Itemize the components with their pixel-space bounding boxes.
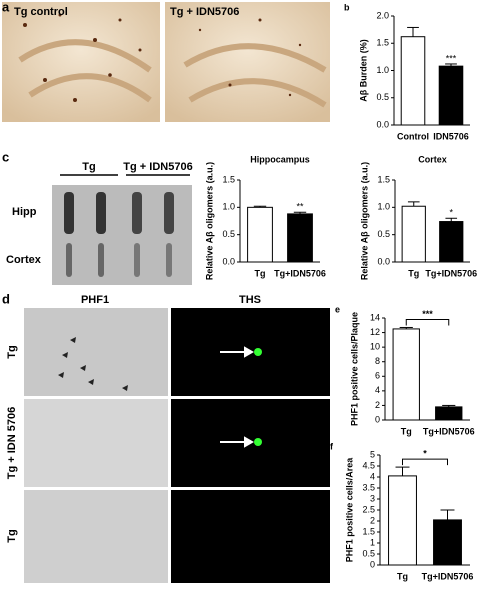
ths-signal — [254, 438, 262, 446]
row-label: Tg — [6, 345, 18, 358]
significance-label: ** — [296, 202, 304, 212]
y-tick-label: 14 — [370, 312, 380, 322]
tissue-layer — [183, 43, 327, 108]
panel-letter: c — [2, 149, 9, 164]
row-label: Tg — [6, 529, 18, 542]
y-tick-label: 5 — [370, 449, 375, 459]
y-axis-label: Relative Aβ oligomers (a.u.) — [359, 162, 369, 280]
significance-bracket — [402, 458, 448, 466]
plaque-dots — [23, 13, 302, 102]
column-label: PHF1 — [81, 294, 109, 306]
y-tick-label: 2.5 — [362, 504, 375, 514]
x-tick-label: Tg — [397, 571, 408, 581]
panel-letter: e — [335, 304, 340, 314]
x-tick-label: Tg+IDN5706 — [274, 268, 326, 278]
bar — [435, 406, 463, 421]
x-tick-label: Tg+IDN5706 — [423, 426, 475, 436]
y-tick-label: 8 — [375, 356, 380, 366]
phf1-image — [24, 399, 168, 487]
y-tick-label: 0.0 — [222, 256, 235, 266]
ths-signal — [254, 348, 262, 356]
y-tick-label: 1.5 — [377, 174, 390, 184]
bar — [438, 65, 464, 126]
chart-title: Cortex — [418, 154, 447, 164]
bar — [392, 328, 420, 421]
blot-bands — [64, 192, 174, 277]
x-tick-label: Tg — [408, 268, 419, 278]
y-tick-label: 2 — [375, 400, 380, 410]
image-label: Tg control — [14, 6, 68, 18]
y-tick-label: 0.5 — [377, 229, 390, 239]
y-tick-label: 1.5 — [362, 526, 375, 536]
column-label: THS — [239, 294, 261, 306]
y-tick-label: 0.0 — [377, 256, 390, 266]
y-tick-label: 4 — [375, 385, 380, 395]
phf1-image — [24, 490, 168, 583]
image-label: Tg + IDN5706 — [170, 6, 239, 18]
x-tick-label: Tg+IDN5706 — [422, 571, 474, 581]
bar — [401, 205, 426, 263]
lane-label: Tg — [82, 161, 95, 173]
y-tick-label: 2 — [370, 515, 375, 525]
y-tick-label: 4.5 — [362, 460, 375, 470]
y-tick-label: 0 — [375, 414, 380, 424]
y-tick-label: 1.5 — [376, 38, 389, 48]
panel-letter: f — [330, 441, 334, 451]
y-tick-label: 0.0 — [376, 119, 389, 129]
significance-label: *** — [422, 309, 433, 319]
y-tick-label: 10 — [370, 342, 380, 352]
y-tick-label: 0 — [370, 559, 375, 569]
arrows — [220, 346, 255, 448]
bar — [287, 213, 313, 263]
ths-image — [171, 490, 330, 583]
row-label: Tg + IDN 5706 — [6, 407, 18, 479]
y-tick-label: 4 — [370, 471, 375, 481]
panel-letter: b — [344, 2, 350, 12]
y-tick-label: 1.0 — [376, 65, 389, 75]
phf1-image — [24, 308, 168, 396]
x-tick-label: Tg — [401, 426, 412, 436]
arrowheads — [58, 337, 128, 391]
lane-label: Tg + IDN5706 — [123, 161, 192, 173]
y-axis-label: Aβ Burden (%) — [358, 39, 368, 102]
x-tick-label: Tg — [255, 268, 266, 278]
y-tick-label: 3.5 — [362, 482, 375, 492]
bar — [400, 36, 426, 126]
y-tick-label: 1.0 — [377, 202, 390, 212]
significance-label: *** — [446, 53, 457, 63]
y-tick-label: 12 — [370, 327, 380, 337]
y-tick-label: 1 — [370, 537, 375, 547]
panel-letter: a — [2, 0, 10, 14]
x-tick-label: IDN5706 — [433, 131, 469, 141]
y-tick-label: 1.0 — [222, 202, 235, 212]
panel-letter: d — [2, 291, 10, 306]
y-tick-label: 0.5 — [362, 548, 375, 558]
y-tick-label: 1.5 — [222, 174, 235, 184]
y-axis-label: PHF1 positive cells/Plaque — [349, 312, 359, 426]
tissue-layer — [18, 39, 152, 103]
chart-title: Hippocampus — [250, 154, 310, 164]
y-axis-label: Relative Aβ oligomers (a.u.) — [204, 162, 214, 280]
bar — [388, 475, 417, 566]
x-tick-label: Control — [397, 131, 429, 141]
significance-label: * — [449, 208, 453, 218]
y-tick-label: 2.0 — [376, 10, 389, 20]
significance-bracket — [405, 318, 450, 326]
y-tick-label: 0.5 — [376, 92, 389, 102]
x-tick-label: Tg+IDN5706 — [425, 268, 477, 278]
significance-label: * — [423, 448, 427, 458]
bar — [433, 519, 462, 566]
y-tick-label: 3 — [370, 493, 375, 503]
y-axis-label: PHF1 positive cells/Area — [344, 457, 354, 563]
row-label: Cortex — [6, 254, 42, 266]
bar — [439, 221, 464, 263]
bar — [247, 206, 273, 263]
y-tick-label: 6 — [375, 371, 380, 381]
row-label: Hipp — [12, 206, 37, 218]
y-tick-label: 0.5 — [222, 229, 235, 239]
